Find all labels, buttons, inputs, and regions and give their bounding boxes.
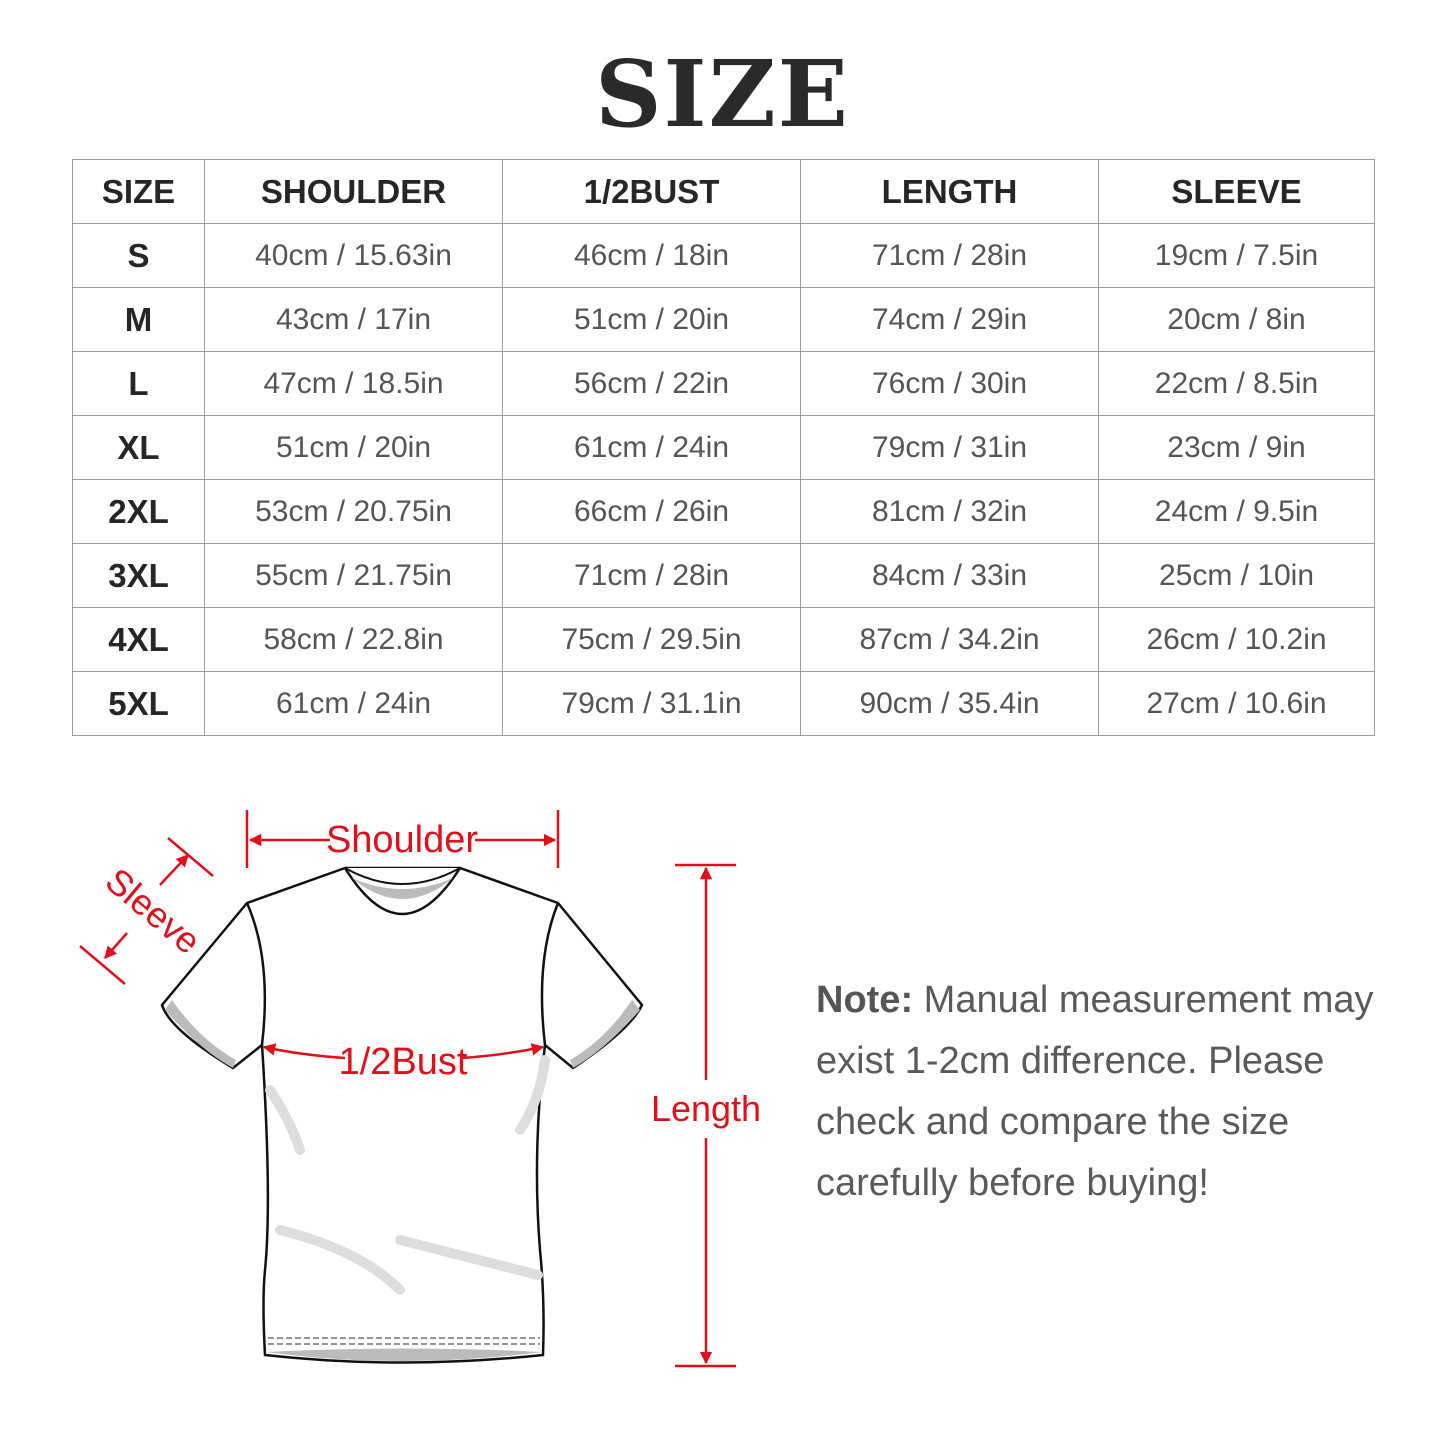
measurement-cell: 61cm / 24in bbox=[204, 671, 503, 736]
measurement-cell: 61cm / 24in bbox=[502, 415, 801, 480]
size-cell: L bbox=[72, 351, 205, 416]
shoulder-label: Shoulder bbox=[326, 819, 478, 861]
table-row: S 40cm / 15.63in 46cm / 18in 71cm / 28in 19c… bbox=[72, 223, 1375, 288]
size-table: SIZE SHOULDER 1/2BUST LENGTH SLEEVE S 40c… bbox=[72, 159, 1375, 736]
shoulder-measure bbox=[245, 810, 560, 868]
measurement-cell: 81cm / 32in bbox=[800, 479, 1099, 544]
table-row: 2XL 53cm / 20.75in 66cm / 26in 81cm / 32in 2… bbox=[72, 479, 1375, 544]
size-cell: 4XL bbox=[72, 607, 205, 672]
measurement-cell: 23cm / 9in bbox=[1098, 415, 1375, 480]
length-label: Length bbox=[651, 1088, 761, 1129]
measurement-cell: 66cm / 26in bbox=[502, 479, 801, 544]
table-row: M 43cm / 17in 51cm / 20in 74cm / 29in 20cm /… bbox=[72, 287, 1375, 352]
measurement-cell: 56cm / 22in bbox=[502, 351, 801, 416]
measurement-cell: 55cm / 21.75in bbox=[204, 543, 503, 608]
measurement-cell: 19cm / 7.5in bbox=[1098, 223, 1375, 288]
measurement-cell: 25cm / 10in bbox=[1098, 543, 1375, 608]
measurement-cell: 76cm / 30in bbox=[800, 351, 1099, 416]
measurement-cell: 27cm / 10.6in bbox=[1098, 671, 1375, 736]
header-sleeve: SLEEVE bbox=[1098, 159, 1375, 224]
table-row: XL 51cm / 20in 61cm / 24in 79cm / 31in 23cm … bbox=[72, 415, 1375, 480]
measurement-cell: 71cm / 28in bbox=[502, 543, 801, 608]
length-measure bbox=[675, 863, 736, 1368]
measurement-cell: 40cm / 15.63in bbox=[204, 223, 503, 288]
header-bust: 1/2BUST bbox=[502, 159, 801, 224]
measurement-cell: 47cm / 18.5in bbox=[204, 351, 503, 416]
size-cell: M bbox=[72, 287, 205, 352]
size-cell: 3XL bbox=[72, 543, 205, 608]
table-row: 5XL 61cm / 24in 79cm / 31.1in 90cm / 35.4in… bbox=[72, 671, 1375, 736]
measurement-cell: 74cm / 29in bbox=[800, 287, 1099, 352]
table-header-row: SIZE SHOULDER 1/2BUST LENGTH SLEEVE bbox=[72, 159, 1375, 224]
measurement-cell: 46cm / 18in bbox=[502, 223, 801, 288]
size-cell: 2XL bbox=[72, 479, 205, 544]
measurement-cell: 84cm / 33in bbox=[800, 543, 1099, 608]
header-length: LENGTH bbox=[800, 159, 1099, 224]
measurement-cell: 51cm / 20in bbox=[204, 415, 503, 480]
measurement-cell: 22cm / 8.5in bbox=[1098, 351, 1375, 416]
size-cell: S bbox=[72, 223, 205, 288]
measurement-cell: 20cm / 8in bbox=[1098, 287, 1375, 352]
bust-label: 1/2Bust bbox=[339, 1041, 468, 1083]
note-label: Note: bbox=[816, 979, 914, 1021]
tshirt-icon bbox=[160, 866, 644, 1364]
measurement-cell: 79cm / 31.1in bbox=[502, 671, 801, 736]
note-body: Manual measurement may exist 1-2cm diffe… bbox=[816, 979, 1374, 1204]
measurement-cell: 75cm / 29.5in bbox=[502, 607, 801, 672]
table-row: L 47cm / 18.5in 56cm / 22in 76cm / 30in 22cm… bbox=[72, 351, 1375, 416]
measurement-cell: 53cm / 20.75in bbox=[204, 479, 503, 544]
header-size: SIZE bbox=[72, 159, 205, 224]
measurement-cell: 24cm / 9.5in bbox=[1098, 479, 1375, 544]
note-text: Note: Manual measurement may exist 1-2cm… bbox=[816, 970, 1396, 1214]
bust-measure bbox=[262, 1043, 545, 1060]
measurement-cell: 26cm / 10.2in bbox=[1098, 607, 1375, 672]
measurement-cell: 51cm / 20in bbox=[502, 287, 801, 352]
sleeve-measure bbox=[79, 837, 214, 985]
page-title: SIZE bbox=[595, 40, 850, 148]
measurement-cell: 79cm / 31in bbox=[800, 415, 1099, 480]
size-cell: 5XL bbox=[72, 671, 205, 736]
table-row: 3XL 55cm / 21.75in 71cm / 28in 84cm / 33in 2… bbox=[72, 543, 1375, 608]
measurement-cell: 58cm / 22.8in bbox=[204, 607, 503, 672]
measurement-cell: 43cm / 17in bbox=[204, 287, 503, 352]
measurement-cell: 90cm / 35.4in bbox=[800, 671, 1099, 736]
